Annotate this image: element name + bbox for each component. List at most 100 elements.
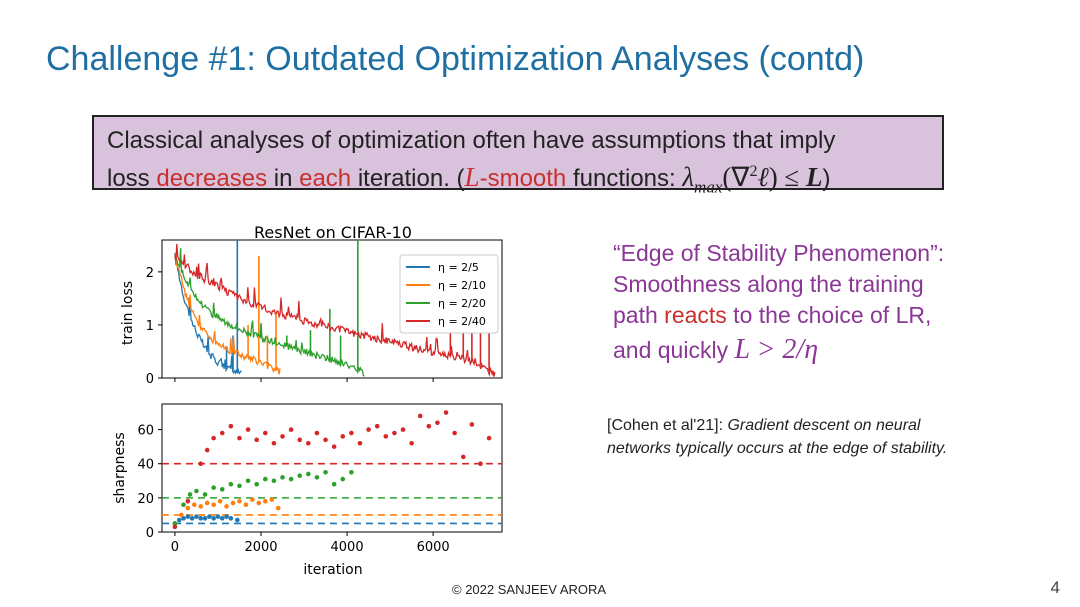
edge-text: and quickly xyxy=(613,337,735,363)
sharpness-point xyxy=(245,478,251,484)
callout-highlight-decreases: decreases xyxy=(156,165,268,192)
sharpness-point xyxy=(443,410,449,415)
loss-curve xyxy=(174,252,281,375)
classical-analysis-callout: Classical analyses of optimization often… xyxy=(92,115,944,196)
sharpness-point xyxy=(230,500,236,506)
sharpness-point xyxy=(340,434,346,439)
citation-ref: [Cohen et al'21]: xyxy=(607,417,728,434)
sharpness-point xyxy=(409,440,414,446)
sharpness-point xyxy=(211,502,216,507)
loss-curve xyxy=(174,248,365,377)
page-number: 4 xyxy=(1050,578,1060,597)
sharpness-point xyxy=(452,430,457,436)
y-tick-label: 20 xyxy=(137,492,154,507)
sharpness-point xyxy=(207,514,212,519)
y-tick-label: 0 xyxy=(146,526,154,541)
sharpness-point xyxy=(211,516,216,521)
sharpness-point xyxy=(297,437,303,443)
sharpness-point xyxy=(392,430,397,436)
y-tick-label: 1 xyxy=(146,319,154,334)
callout-line-1: Classical analyses of optimization often… xyxy=(107,127,836,154)
sharpness-point xyxy=(486,435,492,441)
legend-box xyxy=(399,254,499,334)
sharpness-point xyxy=(224,514,229,519)
x-tick-label: 6000 xyxy=(417,540,450,555)
sharpness-point xyxy=(202,516,208,521)
sharpness-point xyxy=(228,481,234,487)
sharpness-point xyxy=(288,427,294,432)
sharpness-point xyxy=(185,498,191,504)
sharpness-point xyxy=(187,492,193,497)
chart-title: ResNet on CIFAR-10 xyxy=(254,223,412,242)
bottom-ylabel: sharpness xyxy=(112,432,128,503)
sharpness-point xyxy=(235,517,240,523)
sharpness-point xyxy=(323,437,328,443)
sharpness-point xyxy=(256,500,262,506)
sharpness-point xyxy=(189,516,195,521)
callout-highlight-smooth: -smooth xyxy=(479,165,567,192)
sharpness-point xyxy=(172,521,178,526)
sharpness-point xyxy=(435,420,440,426)
edge-line-2: Smoothness along the training xyxy=(613,271,924,297)
legend-label: η = 2/20 xyxy=(438,297,486,310)
sharpness-point xyxy=(400,427,406,432)
train-loss-plot: 0 1 2 η = 2/5 η = 2/10 η = 2/20 η = 2/40 xyxy=(146,239,503,387)
math-subscript-max: max xyxy=(694,177,723,197)
legend: η = 2/5 η = 2/10 η = 2/20 η = 2/40 xyxy=(399,254,499,334)
sharpness-point xyxy=(331,481,337,487)
edge-highlight-reacts: reacts xyxy=(664,302,727,328)
math-leq: ) ≤ xyxy=(768,162,806,192)
sharpness-point xyxy=(323,469,328,475)
sharpness-point xyxy=(271,478,277,484)
sharpness-point xyxy=(349,430,354,436)
sharpness-point xyxy=(254,481,259,487)
copyright-footer: © 2022 SANJEEV ARORA xyxy=(452,582,607,597)
sharpness-point xyxy=(288,476,294,482)
sharpness-point xyxy=(262,476,268,482)
sharpness-point xyxy=(198,461,204,467)
sharpness-point xyxy=(357,440,363,446)
sharpness-point xyxy=(460,454,466,460)
sharpness-point xyxy=(306,471,311,477)
edge-line-1: “Edge of Stability Phenomenon”: xyxy=(613,240,945,266)
sharpness-point xyxy=(237,483,242,489)
citation-text-b: networks typically occurs at the edge of… xyxy=(607,440,948,457)
slide-title: Challenge #1: Outdated Optimization Anal… xyxy=(46,40,865,78)
sharpness-point xyxy=(469,422,475,427)
edge-line-3: path reacts to the choice of LR, xyxy=(613,300,1053,331)
sharpness-point xyxy=(383,434,389,439)
sharpness-point xyxy=(198,504,204,509)
sharpness-point xyxy=(340,476,346,482)
edge-math-inequality: L > 2/η xyxy=(734,334,819,365)
sharpness-point xyxy=(172,524,178,530)
legend-label: η = 2/10 xyxy=(438,279,486,292)
legend-label: η = 2/5 xyxy=(438,261,479,274)
math-L: L xyxy=(806,162,823,192)
sharpness-point xyxy=(314,475,320,480)
sharpness-point xyxy=(250,497,255,502)
callout-math-formula: λmax(∇2ℓ) ≤ L xyxy=(682,162,823,196)
sharpness-point xyxy=(191,502,197,507)
sharpness-point xyxy=(245,427,251,432)
sharpness-point xyxy=(194,514,199,519)
edge-of-stability-text: “Edge of Stability Phenomenon”: Smoothne… xyxy=(613,238,1053,366)
sharpness-point xyxy=(280,434,285,439)
sharpness-point xyxy=(181,502,186,507)
callout-text: in xyxy=(267,165,300,192)
math-ell: ℓ xyxy=(757,162,769,192)
sharpness-point xyxy=(204,500,210,506)
sharpness-point xyxy=(204,447,210,453)
citation-text-a: Gradient descent on neural xyxy=(727,417,921,434)
sharpness-point xyxy=(228,516,234,521)
sharpness-point xyxy=(349,469,354,475)
callout-highlight-each: each xyxy=(299,165,352,192)
sharpness-point xyxy=(211,485,216,490)
sharpness-point xyxy=(202,492,208,497)
citation: [Cohen et al'21]: Gradient descent on ne… xyxy=(607,414,1047,460)
sharpness-point xyxy=(219,430,225,436)
sharpness-point xyxy=(331,444,337,449)
train-loss-axes-frame xyxy=(161,239,503,379)
sharpness-point xyxy=(211,435,216,441)
sharpness-point xyxy=(254,437,259,443)
x-tick-label: 2000 xyxy=(244,540,277,555)
